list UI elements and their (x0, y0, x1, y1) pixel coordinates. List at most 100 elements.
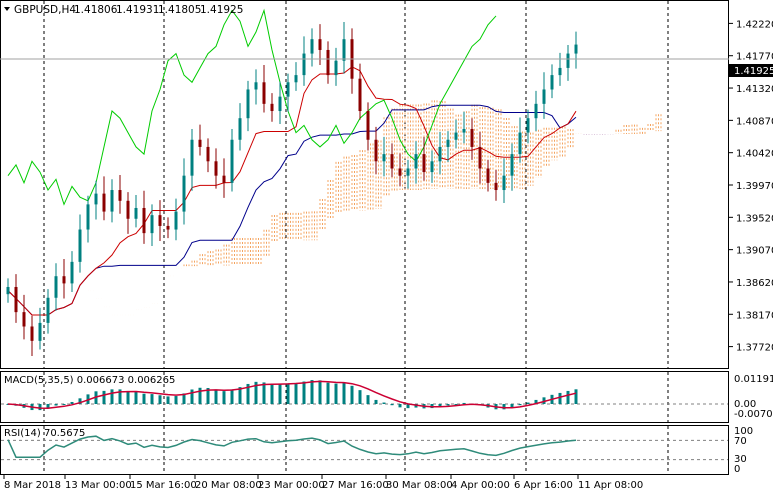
candle-body (414, 154, 418, 169)
macd-bar (374, 399, 378, 404)
macd-bar (454, 404, 458, 405)
macd-bar (78, 398, 82, 404)
macd-bar (38, 404, 42, 411)
candle-body (446, 139, 450, 147)
macd-bar (366, 395, 370, 404)
macd-bar (526, 402, 530, 404)
candle-body (6, 286, 10, 295)
time-label: 4 Apr 00:00 (451, 480, 510, 491)
macd-bar (190, 389, 194, 404)
time-label: 6 Apr 16:00 (514, 480, 573, 491)
candle-body (566, 53, 570, 68)
macd-bar (446, 404, 450, 406)
macd-bar (334, 383, 338, 404)
time-label: 27 Mar 16:00 (322, 480, 389, 491)
candle-body (206, 146, 210, 162)
candle-body (246, 89, 250, 119)
ohlc-high: 1.41931 (116, 4, 159, 16)
candle-body (390, 154, 394, 169)
candle-body (478, 146, 482, 169)
main-price-panel[interactable] (0, 0, 729, 369)
macd-bar (262, 382, 266, 404)
macd-bar (318, 380, 322, 404)
macd-bar (534, 399, 538, 404)
candle-body (518, 132, 522, 155)
candle-body (494, 182, 498, 191)
macd-bar (518, 404, 522, 406)
candle-body (158, 215, 162, 226)
macd-tick-bottom: -0.00709 (734, 409, 773, 420)
candle-body (94, 193, 98, 205)
macd-bar (70, 401, 74, 404)
macd-bar (390, 404, 394, 406)
candle-body (198, 139, 202, 147)
candle-body (286, 82, 290, 97)
candle-body (190, 139, 194, 176)
candle-body (454, 132, 458, 140)
price-tick-label: 1.38620 (736, 278, 773, 289)
macd-bar (358, 390, 362, 404)
price-tick-label: 1.37720 (736, 343, 773, 354)
macd-bar (302, 381, 306, 404)
macd-bar (126, 390, 130, 404)
candle-body (430, 161, 434, 173)
kijun-sen-line (7, 104, 577, 316)
macd-bar (54, 404, 58, 406)
time-label: 11 Apr 08:00 (578, 480, 643, 491)
candle-body (542, 89, 546, 104)
candle-body (86, 204, 90, 230)
candle-body (334, 60, 338, 76)
macd-bar (462, 402, 466, 404)
candle-body (70, 261, 74, 284)
macd-bar (134, 391, 138, 404)
candle-body (342, 39, 346, 61)
triangle-down-icon[interactable] (4, 7, 10, 11)
symbol-label: GBPUSD,H4 (14, 4, 76, 16)
candle-body (374, 139, 378, 162)
macd-bar (286, 383, 290, 404)
macd-bar (270, 383, 274, 404)
macd-tick-top: 0.01191 (734, 374, 773, 385)
candle-body (254, 82, 258, 90)
macd-bar (438, 404, 442, 407)
time-label: 30 Mar 08:00 (386, 480, 453, 491)
candle-body (270, 103, 274, 112)
candle-body (438, 146, 442, 162)
grid-lines (43, 1, 669, 474)
candle-body (558, 67, 562, 76)
rsi-tick-70: 70 (734, 436, 747, 447)
rsi-panel[interactable] (0, 425, 729, 475)
macd-bar (558, 392, 562, 404)
macd-bar (310, 380, 314, 404)
price-axis[interactable]: 1.42220 1.41770 1.41320 1.40870 1.40420 1.399… (729, 19, 773, 354)
rsi-label: RSI(14) 70.5675 (4, 428, 85, 439)
candle-body (102, 193, 106, 212)
candle-body (510, 154, 514, 176)
candle-body (366, 111, 370, 140)
macd-panel[interactable] (0, 371, 729, 423)
ohlc-low: 1.41805 (158, 4, 201, 16)
macd-bar (574, 389, 578, 404)
macd-bar (542, 397, 546, 404)
macd-bar (406, 404, 410, 409)
macd-bar (174, 396, 178, 404)
candle-body (326, 49, 330, 76)
macd-bar (222, 391, 226, 404)
time-label: 23 Mar 00:00 (258, 480, 325, 491)
macd-bar (158, 395, 162, 404)
current-price-box (729, 64, 773, 77)
macd-bar (278, 383, 282, 404)
macd-bar (62, 404, 66, 405)
macd-bar (206, 387, 210, 404)
candle-body (126, 200, 130, 219)
time-label: 20 Mar 08:00 (195, 480, 262, 491)
ohlc-close: 1.41925 (200, 4, 243, 16)
candle-body (78, 229, 82, 262)
candle-body (550, 75, 554, 90)
macd-bar (102, 390, 106, 404)
macd-label: MACD(5,35,5) 0.006673 0.006265 (4, 375, 175, 386)
macd-bar (246, 383, 250, 404)
candle-body (54, 276, 58, 298)
